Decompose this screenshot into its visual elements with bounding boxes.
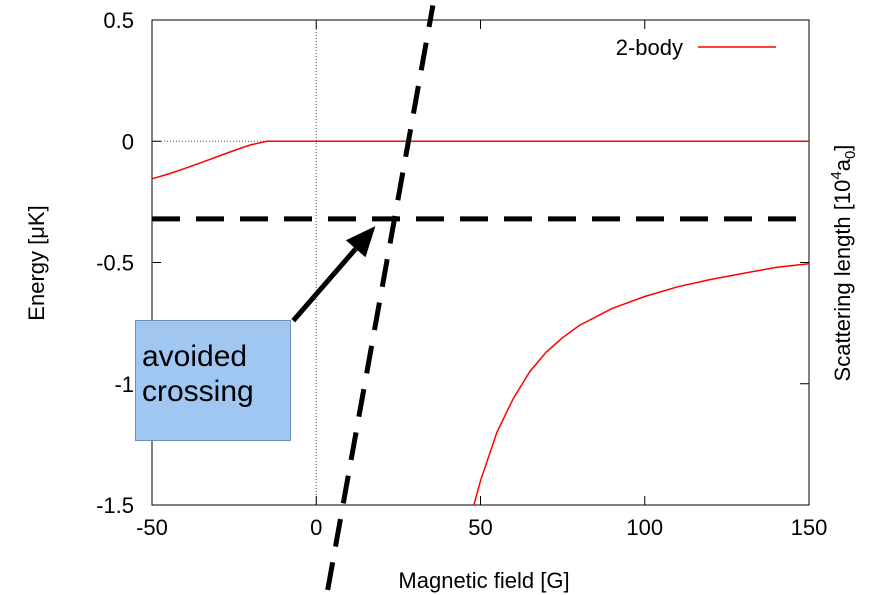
y-tick-label: -1 bbox=[114, 372, 134, 397]
y-tick-label: 0.5 bbox=[103, 8, 134, 33]
avoided-crossing-annotation: avoided crossing bbox=[135, 320, 291, 441]
annotation-arrow-shaft bbox=[291, 247, 358, 323]
annotation-arrow-head bbox=[345, 226, 376, 258]
y-tick-label: -0.5 bbox=[96, 251, 134, 276]
legend-label-2-body: 2-body bbox=[616, 35, 683, 60]
x-tick-label: 100 bbox=[626, 515, 663, 540]
steep-dashed-line bbox=[325, 4, 436, 591]
annotation-line-1: avoided bbox=[142, 340, 248, 373]
x-tick-label: 0 bbox=[310, 515, 322, 540]
y-tick-label: 0 bbox=[122, 129, 134, 154]
two-body-curve-lower bbox=[473, 262, 810, 506]
y2-axis-title: Scattering length [104a0] bbox=[828, 145, 859, 382]
y-tick-label: -1.5 bbox=[96, 493, 134, 518]
y-axis-title: Energy [μK] bbox=[24, 205, 49, 320]
two-body-curve-upper bbox=[151, 140, 809, 180]
annotation-line-2: crossing bbox=[142, 375, 254, 409]
x-tick-label: 50 bbox=[468, 515, 492, 540]
x-axis-title: Magnetic field [G] bbox=[398, 568, 569, 593]
x-tick-label: -50 bbox=[136, 515, 168, 540]
x-tick-label: 150 bbox=[791, 515, 828, 540]
